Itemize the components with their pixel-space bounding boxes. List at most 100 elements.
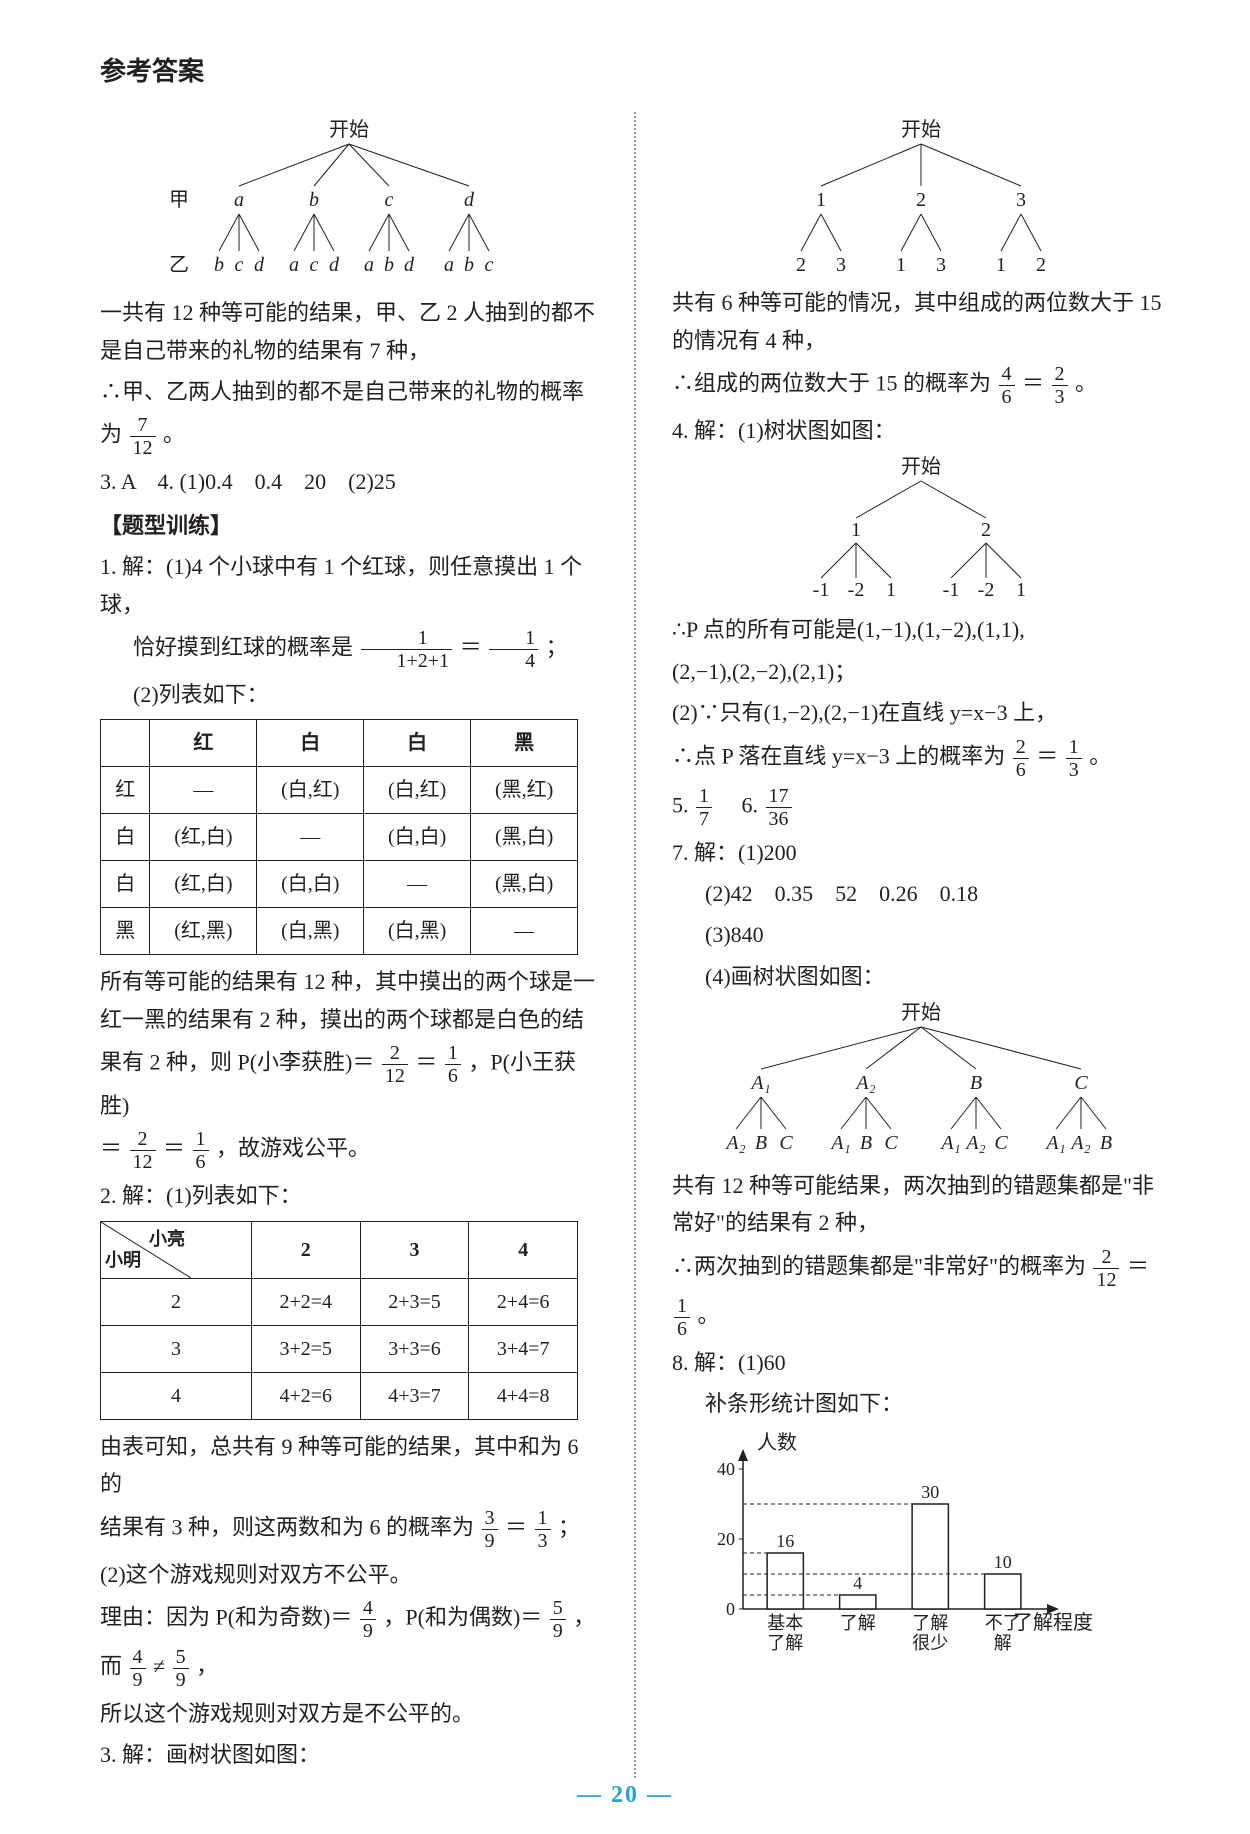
svg-text:C: C bbox=[884, 1132, 898, 1154]
svg-text:1: 1 bbox=[996, 254, 1006, 276]
svg-text:1: 1 bbox=[1016, 579, 1026, 601]
svg-text:B: B bbox=[755, 1132, 767, 1154]
text: 7. 解：(1)200 bbox=[672, 834, 1170, 871]
svg-text:解: 解 bbox=[994, 1633, 1012, 1653]
text: 恰好摸到红球的概率是 11+2+1 ＝ 14 ； bbox=[100, 627, 598, 672]
svg-text:了解程度: 了解程度 bbox=[1013, 1611, 1093, 1634]
svg-text:B: B bbox=[1100, 1132, 1112, 1154]
svg-text:基本: 基本 bbox=[767, 1613, 803, 1633]
text: (3)840 bbox=[672, 916, 1170, 953]
text: 由表可知，总共有 9 种等可能的结果，其中和为 6 的 bbox=[100, 1428, 598, 1503]
text: 果有 2 种，则 P(小李获胜)＝ 212 ＝ 16 ，P(小王获胜) bbox=[100, 1042, 598, 1124]
svg-text:d: d bbox=[329, 254, 340, 276]
svg-text:40: 40 bbox=[717, 1459, 735, 1479]
text: ＝ 212 ＝ 16 ，故游戏公平。 bbox=[100, 1128, 598, 1173]
svg-text:10: 10 bbox=[994, 1552, 1012, 1572]
text: 4. 解：(1)树状图如图： bbox=[672, 412, 1170, 449]
svg-text:-1: -1 bbox=[943, 579, 960, 601]
right-column: 开始 1 2 3 2 3 1 3 1 2 共有 6 种等可能的情况，其中组成的两… bbox=[672, 112, 1170, 1778]
svg-text:A₁: A₁ bbox=[749, 1072, 770, 1094]
page-title: 参考答案 bbox=[100, 50, 1170, 94]
svg-text:A₁: A₁ bbox=[829, 1132, 850, 1154]
svg-text:A₂: A₂ bbox=[964, 1132, 985, 1154]
svg-text:c: c bbox=[310, 254, 319, 276]
text: 3. 解：画树状图如图： bbox=[100, 1736, 598, 1773]
text: 一共有 12 种等可能的结果，甲、乙 2 人抽到的都不是自己带来的礼物的结果有 … bbox=[100, 294, 598, 369]
svg-text:很少: 很少 bbox=[912, 1633, 948, 1653]
table-1: 红 白 白 黑 红—(白,红)(白,红)(黑,红) 白(红,白)—(白,白)(黑… bbox=[100, 719, 578, 955]
svg-text:c: c bbox=[485, 254, 494, 276]
text: (2)列表如下： bbox=[100, 676, 598, 713]
text: 共有 6 种等可能的情况，其中组成的两位数大于 15 的情况有 4 种， bbox=[672, 284, 1170, 359]
text: (2)这个游戏规则对双方不公平。 bbox=[100, 1556, 598, 1593]
text: 而 49 ≠ 59 ， bbox=[100, 1646, 598, 1691]
svg-text:B: B bbox=[860, 1132, 872, 1154]
left-column: 开始 甲 a b c d 乙 b c d a c d a b d a b c 一… bbox=[100, 112, 598, 1778]
svg-text:1: 1 bbox=[886, 579, 896, 601]
text: 所以这个游戏规则对双方是不公平的。 bbox=[100, 1695, 598, 1732]
text: (4)画树状图如图： bbox=[672, 958, 1170, 995]
svg-text:2: 2 bbox=[916, 189, 926, 211]
svg-text:-2: -2 bbox=[978, 579, 995, 601]
svg-text:30: 30 bbox=[921, 1482, 939, 1502]
table-2: 小亮 小明 2 3 4 22+2=42+3=52+4=6 33+2=53+3=6… bbox=[100, 1221, 578, 1420]
svg-text:开始: 开始 bbox=[901, 1001, 941, 1024]
svg-text:d: d bbox=[404, 254, 415, 276]
svg-text:16: 16 bbox=[776, 1531, 794, 1551]
svg-text:2: 2 bbox=[796, 254, 806, 276]
svg-text:1: 1 bbox=[896, 254, 906, 276]
text: 5. 17 6. 1736 bbox=[672, 785, 1170, 830]
svg-text:B: B bbox=[970, 1072, 982, 1094]
text: 补条形统计图如下： bbox=[672, 1385, 1170, 1422]
svg-text:不了: 不了 bbox=[985, 1613, 1021, 1633]
svg-text:3: 3 bbox=[936, 254, 946, 276]
section-heading: 【题型训练】 bbox=[100, 507, 598, 544]
tree-diagram-1: 开始 甲 a b c d 乙 b c d a c d a b d a b c bbox=[139, 116, 559, 286]
tree-diagram-2: 开始 1 2 3 2 3 1 3 1 2 bbox=[741, 116, 1101, 276]
svg-text:3: 3 bbox=[836, 254, 846, 276]
svg-text:C: C bbox=[1074, 1072, 1088, 1094]
svg-text:1: 1 bbox=[851, 519, 861, 541]
svg-text:A₂: A₂ bbox=[724, 1132, 745, 1154]
two-column-layout: 开始 甲 a b c d 乙 b c d a c d a b d a b c 一… bbox=[100, 112, 1170, 1778]
svg-text:A₁: A₁ bbox=[1044, 1132, 1065, 1154]
text: ∴P 点的所有可能是(1,−1),(1,−2),(1,1), bbox=[672, 611, 1170, 648]
text: ∴点 P 落在直线 y=x−3 上的概率为 26 ＝ 13 。 bbox=[672, 736, 1170, 781]
svg-text:开始: 开始 bbox=[901, 455, 941, 478]
svg-text:C: C bbox=[994, 1132, 1008, 1154]
svg-text:4: 4 bbox=[853, 1573, 862, 1593]
text: 结果有 3 种，则这两数和为 6 的概率为 39 ＝ 13 ； bbox=[100, 1507, 598, 1552]
svg-text:人数: 人数 bbox=[757, 1431, 797, 1454]
svg-text:a: a bbox=[364, 254, 374, 276]
svg-text:甲: 甲 bbox=[169, 189, 189, 211]
text: 3. A 4. (1)0.4 0.4 20 (2)25 bbox=[100, 463, 598, 500]
svg-text:了解: 了解 bbox=[840, 1613, 876, 1633]
svg-text:b: b bbox=[464, 254, 474, 276]
svg-text:开始: 开始 bbox=[329, 118, 369, 141]
tree-diagram-3: 开始 1 2 -1 -2 1 -1 -2 1 bbox=[761, 453, 1081, 603]
text: 共有 12 种等可能结果，两次抽到的错题集都是"非常好"的结果有 2 种， bbox=[672, 1167, 1170, 1242]
svg-text:A₂: A₂ bbox=[854, 1072, 875, 1094]
svg-text:d: d bbox=[464, 189, 475, 211]
text: 8. 解：(1)60 bbox=[672, 1344, 1170, 1381]
svg-text:开始: 开始 bbox=[901, 118, 941, 141]
svg-text:a: a bbox=[444, 254, 454, 276]
svg-text:d: d bbox=[254, 254, 265, 276]
svg-text:a: a bbox=[234, 189, 244, 211]
text: 为 712 。 bbox=[100, 414, 598, 459]
page-number: — 20 — bbox=[0, 1775, 1250, 1816]
svg-text:C: C bbox=[779, 1132, 793, 1154]
svg-text:了解: 了解 bbox=[767, 1633, 803, 1653]
svg-text:0: 0 bbox=[726, 1599, 735, 1619]
svg-text:1: 1 bbox=[816, 189, 826, 211]
svg-text:A₁: A₁ bbox=[939, 1132, 960, 1154]
svg-text:c: c bbox=[385, 189, 394, 211]
svg-text:a: a bbox=[289, 254, 299, 276]
text: ∴两次抽到的错题集都是"非常好"的概率为 212 ＝ bbox=[672, 1246, 1170, 1291]
text: 理由：因为 P(和为奇数)＝ 49 ，P(和为偶数)＝ 59 ， bbox=[100, 1597, 598, 1642]
svg-text:2: 2 bbox=[981, 519, 991, 541]
svg-text:2: 2 bbox=[1036, 254, 1046, 276]
svg-text:20: 20 bbox=[717, 1529, 735, 1549]
svg-text:-1: -1 bbox=[813, 579, 830, 601]
text: 16 。 bbox=[672, 1295, 1170, 1340]
